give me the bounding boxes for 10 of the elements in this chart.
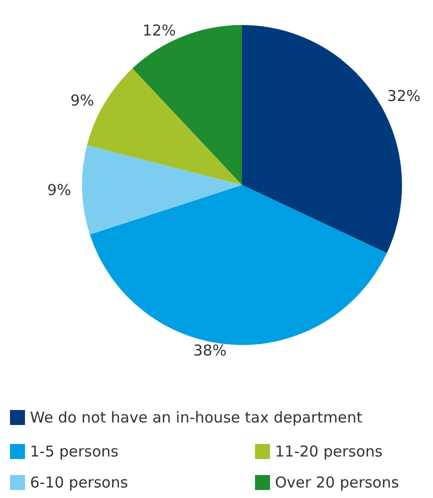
legend-label: We do not have an in-house tax department: [30, 408, 362, 426]
data-label: 9%: [47, 181, 72, 200]
legend-label: 6-10 persons: [30, 474, 128, 492]
data-label: 32%: [387, 87, 420, 106]
legend-label: Over 20 persons: [275, 474, 400, 492]
data-label: 38%: [193, 342, 227, 360]
legend-label: 11-20 persons: [275, 442, 383, 460]
data-label: 12%: [142, 22, 176, 40]
data-label: 9%: [70, 92, 94, 110]
legend-label: 1-5 persons: [30, 442, 119, 460]
